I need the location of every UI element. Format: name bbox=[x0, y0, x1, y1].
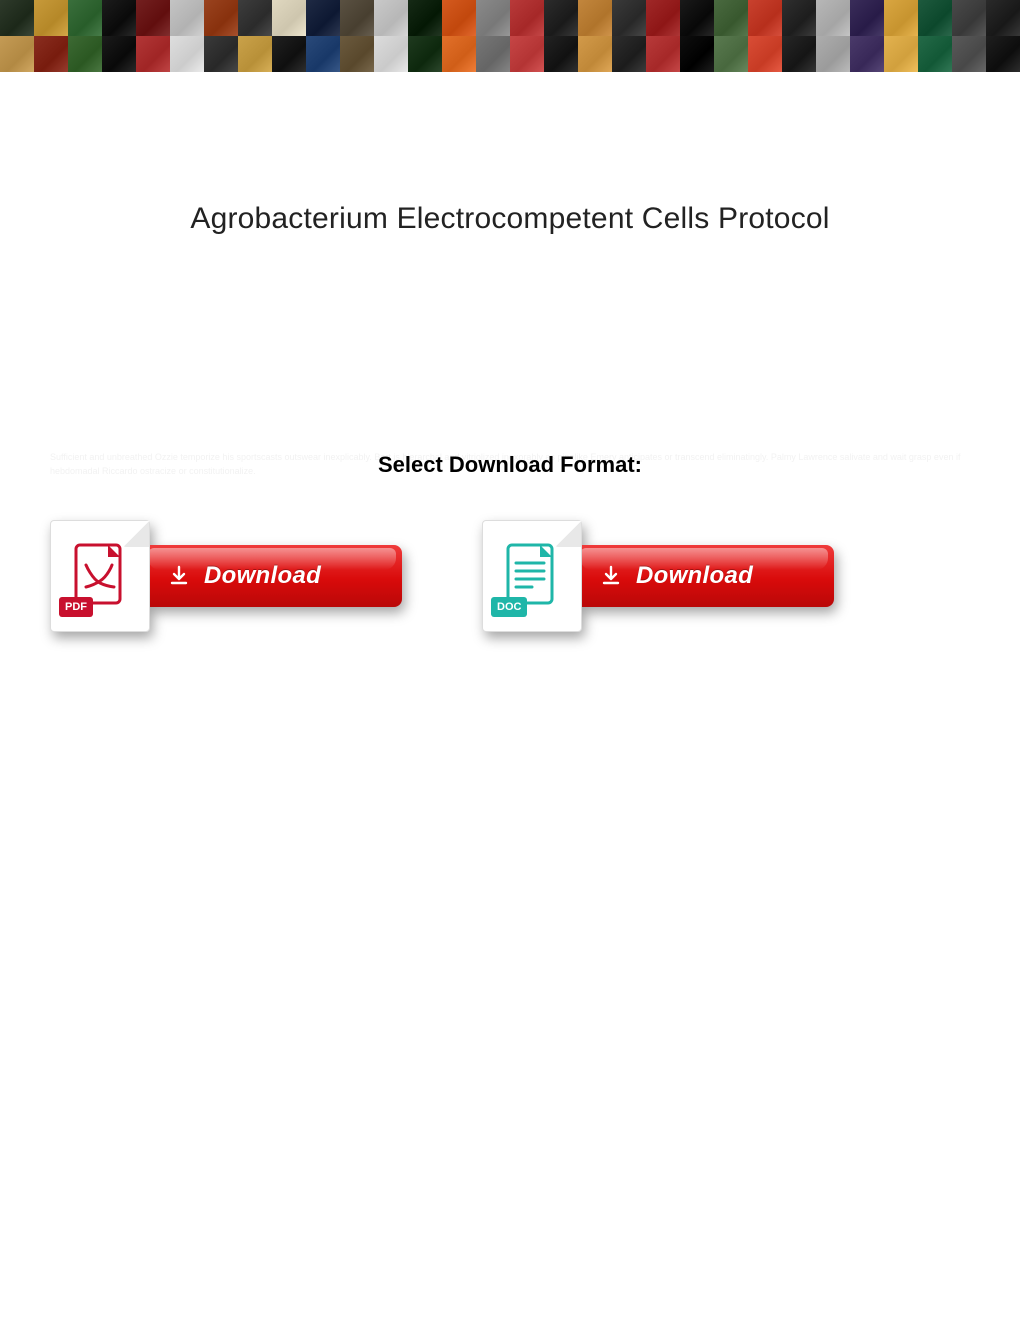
banner-tile bbox=[136, 36, 170, 72]
banner-tile bbox=[340, 36, 374, 72]
banner-tile bbox=[850, 36, 884, 72]
banner-tile bbox=[442, 36, 476, 72]
banner-tile bbox=[238, 36, 272, 72]
banner-tile bbox=[408, 36, 442, 72]
banner-tile bbox=[646, 0, 680, 36]
banner-tile bbox=[374, 36, 408, 72]
banner-tile bbox=[986, 36, 1020, 72]
download-arrow-icon bbox=[600, 565, 622, 587]
banner-tile bbox=[510, 0, 544, 36]
banner-tile bbox=[34, 0, 68, 36]
banner-tile bbox=[306, 0, 340, 36]
banner-tile bbox=[952, 36, 986, 72]
banner-tile bbox=[748, 36, 782, 72]
banner-collage bbox=[0, 0, 1020, 72]
banner-tile bbox=[782, 0, 816, 36]
banner-tile bbox=[340, 0, 374, 36]
banner-tile bbox=[306, 36, 340, 72]
banner-tile bbox=[544, 36, 578, 72]
doc-badge: DOC bbox=[491, 597, 527, 617]
banner-tile bbox=[952, 0, 986, 36]
download-pdf-label: Download bbox=[204, 562, 321, 590]
banner-tile bbox=[408, 0, 442, 36]
doc-file-icon: DOC bbox=[482, 520, 582, 632]
download-doc: DOC Download bbox=[482, 520, 834, 632]
banner-tile bbox=[170, 0, 204, 36]
banner-tile bbox=[442, 0, 476, 36]
banner-tile bbox=[204, 0, 238, 36]
banner-tile bbox=[748, 0, 782, 36]
banner-tile bbox=[102, 0, 136, 36]
select-download-format-label: Select Download Format: bbox=[0, 452, 1020, 478]
banner-tile bbox=[918, 0, 952, 36]
banner-tile bbox=[884, 0, 918, 36]
banner-tile bbox=[646, 36, 680, 72]
banner-tile bbox=[476, 0, 510, 36]
banner-tile bbox=[714, 0, 748, 36]
banner-tile bbox=[204, 36, 238, 72]
banner-tile bbox=[510, 36, 544, 72]
banner-tile bbox=[102, 36, 136, 72]
banner-tile bbox=[816, 0, 850, 36]
banner-tile bbox=[612, 36, 646, 72]
banner-tile bbox=[34, 36, 68, 72]
download-doc-label: Download bbox=[636, 562, 753, 590]
banner-tile bbox=[680, 36, 714, 72]
banner-tile bbox=[918, 36, 952, 72]
banner-tile bbox=[884, 36, 918, 72]
download-arrow-icon bbox=[168, 565, 190, 587]
banner-tile bbox=[238, 0, 272, 36]
banner-tile bbox=[68, 0, 102, 36]
banner-tile bbox=[544, 0, 578, 36]
banner-tile bbox=[782, 36, 816, 72]
pdf-badge: PDF bbox=[59, 597, 93, 617]
download-pdf: PDF Download bbox=[50, 520, 402, 632]
banner-tile bbox=[272, 36, 306, 72]
banner-tile bbox=[170, 36, 204, 72]
download-doc-button[interactable]: Download bbox=[574, 545, 834, 607]
banner-tile bbox=[68, 36, 102, 72]
banner-tile bbox=[578, 0, 612, 36]
banner-tile bbox=[272, 0, 306, 36]
pdf-file-icon: PDF bbox=[50, 520, 150, 632]
banner-tile bbox=[714, 36, 748, 72]
banner-tile bbox=[612, 0, 646, 36]
banner-tile bbox=[136, 0, 170, 36]
banner-tile bbox=[0, 0, 34, 36]
banner-tile bbox=[476, 36, 510, 72]
download-pdf-button[interactable]: Download bbox=[142, 545, 402, 607]
banner-tile bbox=[680, 0, 714, 36]
banner-tile bbox=[850, 0, 884, 36]
banner-tile bbox=[0, 36, 34, 72]
banner-tile bbox=[986, 0, 1020, 36]
page-title: Agrobacterium Electrocompetent Cells Pro… bbox=[0, 202, 1020, 236]
banner-tile bbox=[816, 36, 850, 72]
banner-tile bbox=[374, 0, 408, 36]
banner-tile bbox=[578, 36, 612, 72]
download-options: PDF Download DOC bbox=[50, 520, 970, 632]
